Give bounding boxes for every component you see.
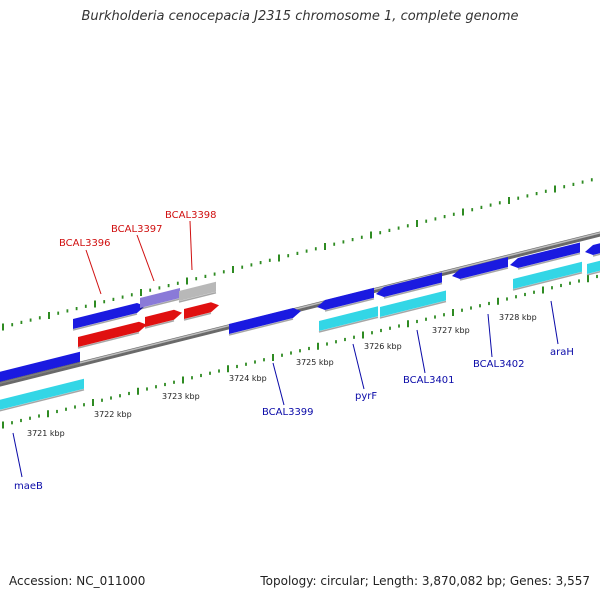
gene-bcal3396-red[interactable]: [78, 321, 147, 347]
scale-label: 3727 kbp: [432, 326, 470, 335]
gene-bcal3400[interactable]: [317, 287, 374, 310]
accession-text: Accession: NC_011000: [9, 574, 146, 588]
scale-label: 3723 kbp: [162, 392, 200, 401]
scale-label: 3725 kbp: [296, 358, 334, 367]
scale-label: 3721 kbp: [27, 429, 65, 438]
leader-line: [550, 300, 559, 345]
gene-bcal3399[interactable]: [229, 308, 301, 334]
gene-bcal3401[interactable]: [376, 272, 442, 298]
gene-label[interactable]: araH: [550, 347, 574, 358]
gene-maeB-upper[interactable]: [0, 351, 80, 383]
leader-line: [416, 329, 426, 374]
gene-bcal3398-shadow[interactable]: [179, 281, 216, 301]
gene-maeB-lower[interactable]: [0, 378, 84, 411]
scale-label: 3724 kbp: [229, 374, 267, 383]
scale-label: 3722 kbp: [94, 410, 132, 419]
gene-araH[interactable]: [510, 242, 580, 269]
leader-line: [12, 432, 23, 478]
scale-label: 3726 kbp: [364, 342, 402, 351]
gene-bcal3398-red[interactable]: [184, 302, 219, 319]
gene-label[interactable]: BCAL3396: [59, 238, 111, 249]
leader-line: [189, 220, 193, 271]
gene-bcal3397-red[interactable]: [145, 309, 182, 327]
lower-tick-track: [2, 274, 598, 429]
gene-label[interactable]: BCAL3402: [473, 359, 525, 370]
gene-bcal3397-shadow[interactable]: [140, 288, 180, 308]
gene-label[interactable]: pyrF: [355, 391, 377, 402]
gene-next[interactable]: [585, 242, 600, 255]
map-title: Burkholderia cenocepacia J2315 chromosom…: [81, 9, 519, 24]
gene-bcal3401-lower[interactable]: [380, 290, 446, 318]
gene-bcal3402[interactable]: [452, 257, 508, 279]
genome-summary-text: Topology: circular; Length: 3,870,082 bp…: [260, 574, 590, 588]
gene-label[interactable]: maeB: [14, 481, 43, 492]
leader-line: [352, 343, 365, 390]
leader-line: [136, 234, 155, 282]
leader-line: [272, 362, 285, 406]
scale-labels: 3721 kbp 3722 kbp 3723 kbp 3724 kbp 3725 kbp…: [27, 313, 537, 438]
gene-label[interactable]: BCAL3399: [262, 407, 314, 418]
gene-label[interactable]: BCAL3398: [165, 210, 217, 221]
leader-line: [487, 313, 493, 358]
gene-bcal3396[interactable]: [73, 303, 145, 329]
gene-next-lower[interactable]: [587, 260, 600, 275]
gene-label[interactable]: BCAL3401: [403, 375, 455, 386]
leader-line: [85, 249, 102, 295]
gene-features: [0, 242, 600, 412]
scale-label: 3728 kbp: [499, 313, 537, 322]
gene-pyrF[interactable]: [319, 306, 378, 331]
gene-araH-lower[interactable]: [513, 261, 582, 289]
gene-label[interactable]: BCAL3397: [111, 224, 163, 235]
label-leader-lines: [12, 220, 559, 478]
upper-tick-track: [2, 178, 593, 331]
